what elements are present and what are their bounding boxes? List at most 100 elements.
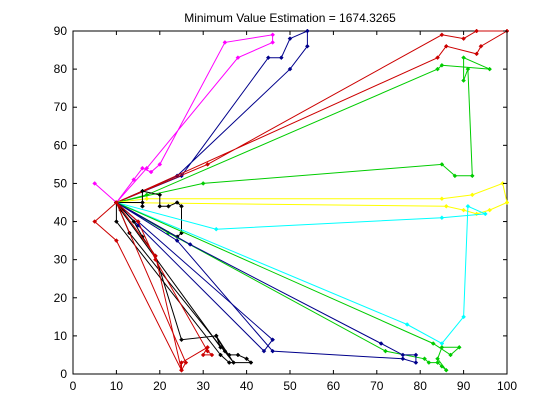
data-point	[278, 55, 284, 61]
data-point	[448, 352, 453, 358]
data-point	[200, 181, 206, 186]
data-point	[305, 43, 310, 49]
data-point	[378, 341, 384, 346]
x-tick-label: 60	[327, 379, 341, 393]
data-point	[461, 78, 466, 83]
y-tick-label: 20	[54, 291, 68, 305]
data-point	[452, 173, 458, 179]
data-point	[465, 203, 471, 209]
data-point	[183, 360, 189, 365]
data-point	[435, 55, 440, 61]
data-point	[218, 352, 223, 358]
data-point	[422, 356, 427, 362]
data-point	[430, 341, 436, 346]
data-point	[443, 43, 449, 49]
x-tick-label: 40	[240, 379, 254, 393]
series-8-line	[116, 202, 461, 371]
data-point	[426, 360, 432, 365]
data-point	[478, 43, 484, 49]
data-point	[213, 226, 219, 232]
y-tick-label: 0	[60, 367, 67, 381]
data-point	[461, 207, 466, 213]
data-point	[439, 344, 445, 350]
data-point	[435, 360, 440, 365]
y-tick-label: 60	[54, 138, 68, 152]
data-point	[383, 348, 388, 354]
data-point	[131, 219, 137, 224]
y-tick-label: 80	[54, 62, 68, 76]
data-point	[461, 55, 466, 61]
data-point	[443, 203, 449, 209]
series-9-line	[116, 202, 417, 364]
x-tick-label: 100	[497, 379, 517, 393]
data-point	[179, 337, 184, 343]
y-tick-label: 70	[54, 100, 68, 114]
data-point	[209, 352, 215, 358]
data-point	[474, 28, 479, 34]
data-point	[140, 203, 145, 209]
data-point	[265, 55, 271, 61]
data-point	[439, 162, 445, 167]
x-axis: 0 10 20 30 40 50 60 70 80 90 100	[70, 31, 517, 393]
series-14-line	[93, 202, 187, 372]
data-point	[174, 238, 180, 243]
data-point	[157, 162, 163, 167]
data-point	[482, 211, 488, 217]
data-point	[148, 169, 154, 175]
data-point	[140, 188, 145, 194]
y-tick-label: 90	[54, 24, 68, 38]
data-point	[114, 238, 119, 243]
data-point	[174, 200, 180, 205]
data-point	[400, 356, 406, 362]
data-point	[140, 165, 145, 171]
data-point	[270, 32, 275, 38]
plot-area: 0 10 20 30 40 50 60 70 80 90 100 0 10 20 30 40 50 60 70 80…	[54, 24, 518, 393]
data-point	[226, 360, 232, 365]
y-axis: 0 10 20 30 40 50 60 70 80 90	[54, 24, 507, 381]
data-point	[439, 62, 445, 68]
data-point	[435, 66, 440, 72]
data-point	[153, 253, 158, 259]
data-point	[439, 215, 445, 221]
data-point	[469, 192, 475, 198]
x-tick-label: 80	[414, 379, 428, 393]
series-4	[114, 55, 492, 205]
series-3-line	[116, 30, 509, 203]
data-point	[153, 257, 158, 263]
data-point	[92, 219, 98, 224]
series-14	[92, 200, 189, 373]
data-point	[244, 356, 249, 362]
data-point	[443, 367, 449, 373]
data-point	[166, 203, 171, 209]
y-tick-label: 50	[54, 176, 68, 190]
data-point	[413, 352, 419, 358]
series-layer	[92, 28, 510, 373]
data-point	[474, 51, 479, 57]
data-point	[235, 55, 241, 61]
data-point	[213, 333, 219, 339]
data-point	[114, 219, 119, 224]
chart-title: Minimum Value Estimation = 1674.3265	[184, 11, 396, 25]
data-point	[461, 36, 466, 41]
data-point	[439, 32, 445, 38]
data-point	[157, 192, 163, 198]
data-point	[200, 352, 206, 358]
data-point	[456, 344, 462, 350]
data-point	[114, 200, 119, 205]
x-tick-label: 20	[153, 379, 167, 393]
data-point	[144, 165, 150, 171]
data-point	[248, 360, 254, 365]
data-point	[270, 337, 275, 343]
x-tick-label: 0	[70, 379, 77, 393]
data-point	[131, 177, 137, 182]
data-point	[205, 348, 210, 354]
data-point	[179, 203, 184, 209]
series-2-line	[116, 30, 308, 203]
y-tick-label: 10	[54, 329, 68, 343]
data-point	[222, 40, 228, 45]
data-point	[270, 348, 275, 354]
data-point	[305, 28, 310, 34]
data-point	[435, 356, 440, 362]
y-tick-label: 30	[54, 253, 68, 267]
